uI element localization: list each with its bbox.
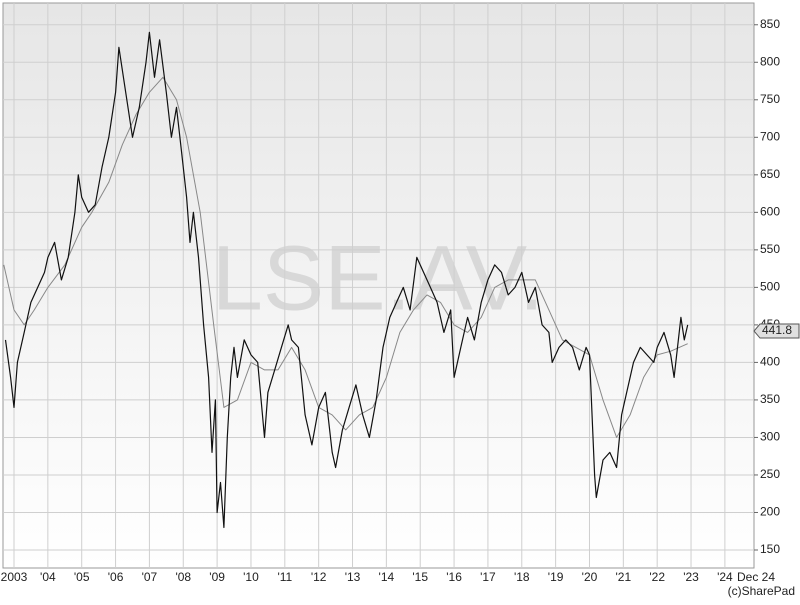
plot-area bbox=[2, 2, 755, 569]
x-tick-label: '17 bbox=[480, 570, 496, 584]
x-tick-label: '14 bbox=[379, 570, 395, 584]
x-tick-label: '08 bbox=[175, 570, 191, 584]
watermark: LSE.AV. bbox=[212, 227, 544, 329]
y-tick-label: 150 bbox=[760, 542, 780, 556]
x-tick-label: '24 bbox=[717, 570, 733, 584]
last-value-label: 441.8 bbox=[762, 323, 792, 337]
x-tick-label: 2003 bbox=[1, 570, 28, 584]
x-tick-label: '10 bbox=[243, 570, 259, 584]
x-tick-label: Dec 24 bbox=[737, 570, 775, 584]
x-tick-label: '20 bbox=[582, 570, 598, 584]
x-tick-label: '06 bbox=[108, 570, 124, 584]
x-tick-label: '23 bbox=[683, 570, 699, 584]
x-tick-label: '07 bbox=[142, 570, 158, 584]
y-tick-label: 200 bbox=[760, 505, 780, 519]
y-tick-label: 650 bbox=[760, 167, 780, 181]
y-tick-label: 250 bbox=[760, 467, 780, 481]
x-tick-label: '11 bbox=[277, 570, 292, 584]
x-tick-label: '19 bbox=[548, 570, 564, 584]
x-tick-label: '22 bbox=[649, 570, 665, 584]
x-tick-label: '05 bbox=[74, 570, 90, 584]
last-value-box bbox=[753, 323, 800, 339]
price-line bbox=[4, 31, 689, 529]
y-tick-label: 350 bbox=[760, 392, 780, 406]
x-tick-label: '04 bbox=[40, 570, 56, 584]
copyright: (c)SharePad bbox=[728, 584, 795, 598]
y-tick-label: 300 bbox=[760, 430, 780, 444]
x-tick-label: '09 bbox=[209, 570, 225, 584]
x-tick-label: '16 bbox=[446, 570, 462, 584]
y-tick-label: 850 bbox=[760, 17, 780, 31]
y-tick-label: 600 bbox=[760, 205, 780, 219]
y-tick-label: 550 bbox=[760, 242, 780, 256]
y-tick-label: 750 bbox=[760, 92, 780, 106]
y-tick-label: 700 bbox=[760, 129, 780, 143]
x-tick-label: '12 bbox=[311, 570, 327, 584]
x-tick-label: '18 bbox=[514, 570, 530, 584]
y-tick-label: 800 bbox=[760, 54, 780, 68]
x-tick-label: '21 bbox=[616, 570, 632, 584]
y-tick-label: 500 bbox=[760, 280, 780, 294]
y-tick-label: 400 bbox=[760, 355, 780, 369]
x-tick-label: '15 bbox=[412, 570, 428, 584]
x-tick-label: '13 bbox=[345, 570, 361, 584]
